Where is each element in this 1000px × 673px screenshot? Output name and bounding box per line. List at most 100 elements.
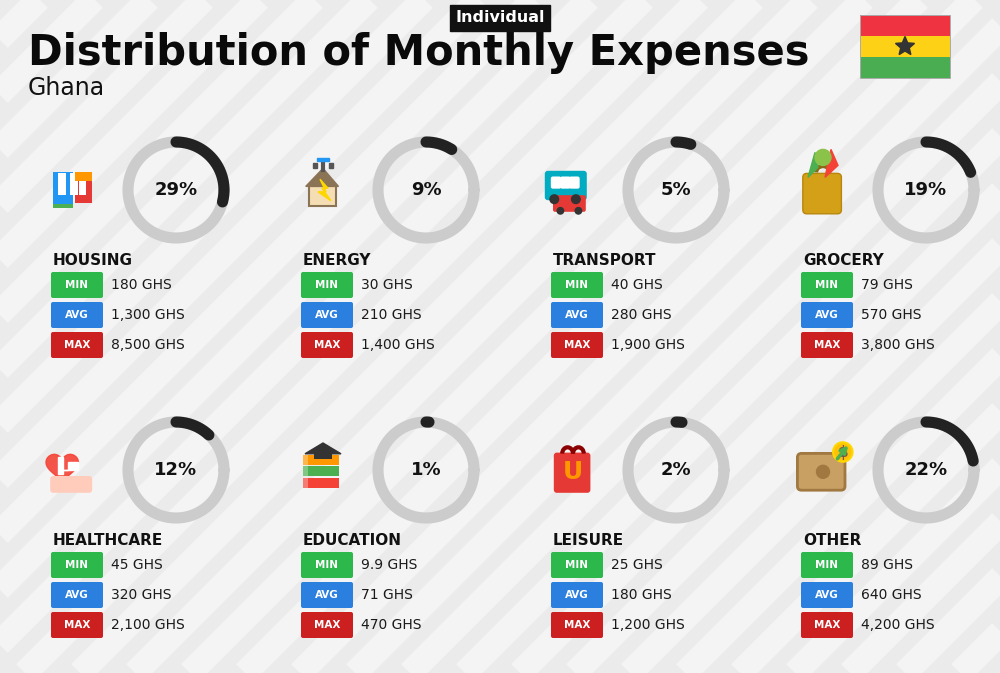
FancyBboxPatch shape — [51, 332, 103, 358]
FancyBboxPatch shape — [560, 176, 571, 188]
FancyBboxPatch shape — [58, 187, 66, 195]
Polygon shape — [317, 157, 329, 162]
Text: AVG: AVG — [815, 310, 839, 320]
Polygon shape — [58, 458, 63, 474]
FancyBboxPatch shape — [303, 466, 339, 476]
FancyBboxPatch shape — [301, 332, 353, 358]
Polygon shape — [46, 454, 78, 484]
Polygon shape — [318, 179, 331, 201]
Text: 1,400 GHS: 1,400 GHS — [361, 338, 435, 352]
Text: MIN: MIN — [566, 280, 588, 290]
FancyBboxPatch shape — [314, 452, 332, 459]
Text: MAX: MAX — [814, 340, 840, 350]
Text: MIN: MIN — [316, 560, 338, 570]
Polygon shape — [313, 163, 317, 168]
Text: 470 GHS: 470 GHS — [361, 618, 422, 632]
FancyBboxPatch shape — [801, 552, 853, 578]
FancyBboxPatch shape — [51, 582, 103, 608]
Text: 45 GHS: 45 GHS — [111, 558, 163, 572]
FancyBboxPatch shape — [301, 552, 353, 578]
Text: GROCERY: GROCERY — [803, 253, 884, 268]
Text: 280 GHS: 280 GHS — [611, 308, 672, 322]
FancyBboxPatch shape — [303, 478, 339, 488]
Polygon shape — [305, 443, 341, 454]
FancyBboxPatch shape — [801, 582, 853, 608]
FancyBboxPatch shape — [551, 302, 603, 328]
Polygon shape — [329, 163, 333, 168]
Polygon shape — [808, 152, 818, 178]
Polygon shape — [306, 168, 338, 186]
FancyBboxPatch shape — [801, 332, 853, 358]
Circle shape — [817, 465, 829, 479]
Text: AVG: AVG — [315, 590, 339, 600]
Text: 22%: 22% — [904, 461, 948, 479]
Text: AVG: AVG — [65, 310, 89, 320]
Polygon shape — [895, 36, 915, 55]
Text: 2%: 2% — [661, 461, 691, 479]
Text: Individual: Individual — [455, 11, 545, 26]
Text: 9%: 9% — [411, 181, 441, 199]
Text: 180 GHS: 180 GHS — [611, 588, 672, 602]
Text: MIN: MIN — [816, 280, 838, 290]
FancyBboxPatch shape — [797, 454, 845, 490]
FancyBboxPatch shape — [801, 272, 853, 298]
Text: Ghana: Ghana — [28, 76, 105, 100]
FancyBboxPatch shape — [301, 582, 353, 608]
FancyBboxPatch shape — [551, 582, 603, 608]
FancyBboxPatch shape — [51, 552, 103, 578]
Text: Distribution of Monthly Expenses: Distribution of Monthly Expenses — [28, 32, 810, 74]
Text: U: U — [563, 460, 583, 484]
Text: MAX: MAX — [314, 620, 340, 630]
Text: HEALTHCARE: HEALTHCARE — [53, 533, 163, 548]
FancyBboxPatch shape — [551, 332, 603, 358]
Circle shape — [557, 207, 564, 214]
Text: 29%: 29% — [154, 181, 198, 199]
Text: 12%: 12% — [154, 461, 198, 479]
Text: 570 GHS: 570 GHS — [861, 308, 922, 322]
Text: 2,100 GHS: 2,100 GHS — [111, 618, 185, 632]
FancyBboxPatch shape — [554, 453, 590, 493]
FancyBboxPatch shape — [551, 612, 603, 638]
Text: 79 GHS: 79 GHS — [861, 278, 913, 292]
Text: AVG: AVG — [565, 590, 589, 600]
Text: EDUCATION: EDUCATION — [303, 533, 402, 548]
Text: 1%: 1% — [411, 461, 441, 479]
FancyBboxPatch shape — [53, 172, 73, 208]
FancyBboxPatch shape — [58, 180, 66, 188]
FancyBboxPatch shape — [860, 57, 950, 78]
Circle shape — [550, 195, 559, 203]
Text: MIN: MIN — [316, 280, 338, 290]
FancyBboxPatch shape — [309, 186, 336, 206]
Text: 210 GHS: 210 GHS — [361, 308, 422, 322]
FancyBboxPatch shape — [51, 272, 103, 298]
Polygon shape — [825, 149, 838, 178]
FancyBboxPatch shape — [53, 204, 73, 208]
Text: MAX: MAX — [314, 340, 340, 350]
Text: 71 GHS: 71 GHS — [361, 588, 413, 602]
FancyBboxPatch shape — [545, 171, 587, 200]
FancyBboxPatch shape — [303, 455, 308, 465]
Text: MAX: MAX — [814, 620, 840, 630]
Text: AVG: AVG — [65, 590, 89, 600]
Text: MAX: MAX — [64, 340, 90, 350]
Circle shape — [575, 207, 582, 214]
Text: AVG: AVG — [315, 310, 339, 320]
Text: 8,500 GHS: 8,500 GHS — [111, 338, 185, 352]
Text: 30 GHS: 30 GHS — [361, 278, 413, 292]
FancyBboxPatch shape — [801, 302, 853, 328]
Text: 1,200 GHS: 1,200 GHS — [611, 618, 685, 632]
Text: AVG: AVG — [815, 590, 839, 600]
Text: MAX: MAX — [64, 620, 90, 630]
FancyBboxPatch shape — [303, 455, 339, 465]
Text: 19%: 19% — [904, 181, 948, 199]
FancyBboxPatch shape — [803, 174, 841, 214]
FancyBboxPatch shape — [70, 180, 78, 188]
FancyBboxPatch shape — [75, 172, 92, 203]
FancyBboxPatch shape — [303, 466, 308, 476]
Text: MIN: MIN — [566, 560, 588, 570]
FancyBboxPatch shape — [301, 272, 353, 298]
Polygon shape — [58, 462, 78, 470]
FancyBboxPatch shape — [569, 176, 580, 188]
Text: $: $ — [837, 444, 848, 460]
Text: 40 GHS: 40 GHS — [611, 278, 663, 292]
